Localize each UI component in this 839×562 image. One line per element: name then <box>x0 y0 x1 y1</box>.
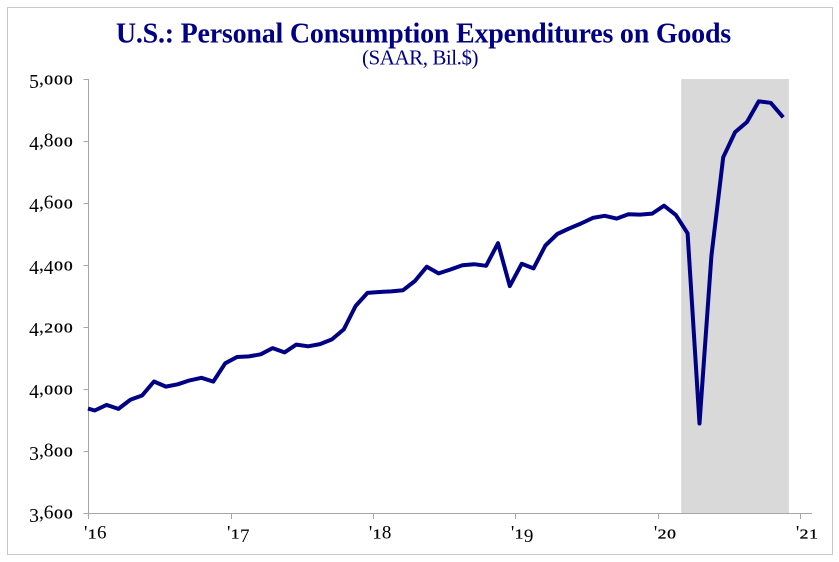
svg-text:U.S.: Personal Consumption Exp: U.S.: Personal Consumption Expenditures … <box>116 19 731 50</box>
svg-text:1: 1 <box>231 528 240 543</box>
svg-text:8: 8 <box>382 523 392 544</box>
svg-text:,: , <box>39 441 44 462</box>
svg-text:4: 4 <box>29 382 39 403</box>
svg-text:9: 9 <box>524 526 534 547</box>
svg-text:,: , <box>39 193 44 214</box>
svg-text:1: 1 <box>809 528 818 543</box>
svg-text:0: 0 <box>64 322 73 337</box>
svg-text:1: 1 <box>373 528 382 543</box>
svg-text:0: 0 <box>54 74 63 89</box>
svg-text:': ' <box>654 523 657 544</box>
svg-text:,: , <box>39 69 44 90</box>
svg-text:0: 0 <box>64 446 73 461</box>
svg-text:(SAAR, Bil.$): (SAAR, Bil.$) <box>362 46 479 70</box>
svg-text:5: 5 <box>29 72 39 93</box>
svg-text:4: 4 <box>29 258 39 279</box>
svg-text:6: 6 <box>97 523 107 544</box>
svg-text:,: , <box>39 379 44 400</box>
svg-text:0: 0 <box>54 322 63 337</box>
svg-text:': ' <box>369 523 372 544</box>
svg-text:0: 0 <box>64 74 73 89</box>
svg-text:0: 0 <box>667 528 676 543</box>
svg-text:,: , <box>39 317 44 338</box>
svg-text:4: 4 <box>29 320 39 341</box>
svg-text:6: 6 <box>44 193 54 214</box>
svg-text:0: 0 <box>64 136 73 151</box>
svg-text:0: 0 <box>54 260 63 275</box>
svg-text:0: 0 <box>64 508 73 523</box>
svg-text:': ' <box>227 523 230 544</box>
svg-text:4: 4 <box>29 196 39 217</box>
svg-text:4: 4 <box>44 258 54 279</box>
svg-text:,: , <box>39 131 44 152</box>
svg-text:6: 6 <box>44 503 54 524</box>
svg-text:0: 0 <box>54 446 63 461</box>
svg-text:8: 8 <box>44 441 54 462</box>
svg-text:0: 0 <box>54 384 63 399</box>
svg-text:': ' <box>796 523 799 544</box>
svg-text:7: 7 <box>240 526 250 547</box>
svg-text:2: 2 <box>44 322 53 337</box>
svg-text:0: 0 <box>54 508 63 523</box>
svg-text:3: 3 <box>29 506 39 527</box>
svg-text:2: 2 <box>658 528 667 543</box>
svg-text:0: 0 <box>54 136 63 151</box>
svg-text:0: 0 <box>44 384 53 399</box>
svg-text:,: , <box>39 503 44 524</box>
svg-text:8: 8 <box>44 131 54 152</box>
svg-text:3: 3 <box>29 444 39 465</box>
svg-text:,: , <box>39 255 44 276</box>
svg-text:0: 0 <box>64 198 73 213</box>
svg-text:0: 0 <box>64 384 73 399</box>
svg-text:2: 2 <box>800 528 809 543</box>
svg-text:': ' <box>511 523 514 544</box>
svg-text:0: 0 <box>64 260 73 275</box>
svg-text:0: 0 <box>54 198 63 213</box>
svg-text:': ' <box>84 523 87 544</box>
svg-text:1: 1 <box>515 528 524 543</box>
svg-text:0: 0 <box>44 74 53 89</box>
svg-text:4: 4 <box>29 134 39 155</box>
svg-text:1: 1 <box>88 528 97 543</box>
